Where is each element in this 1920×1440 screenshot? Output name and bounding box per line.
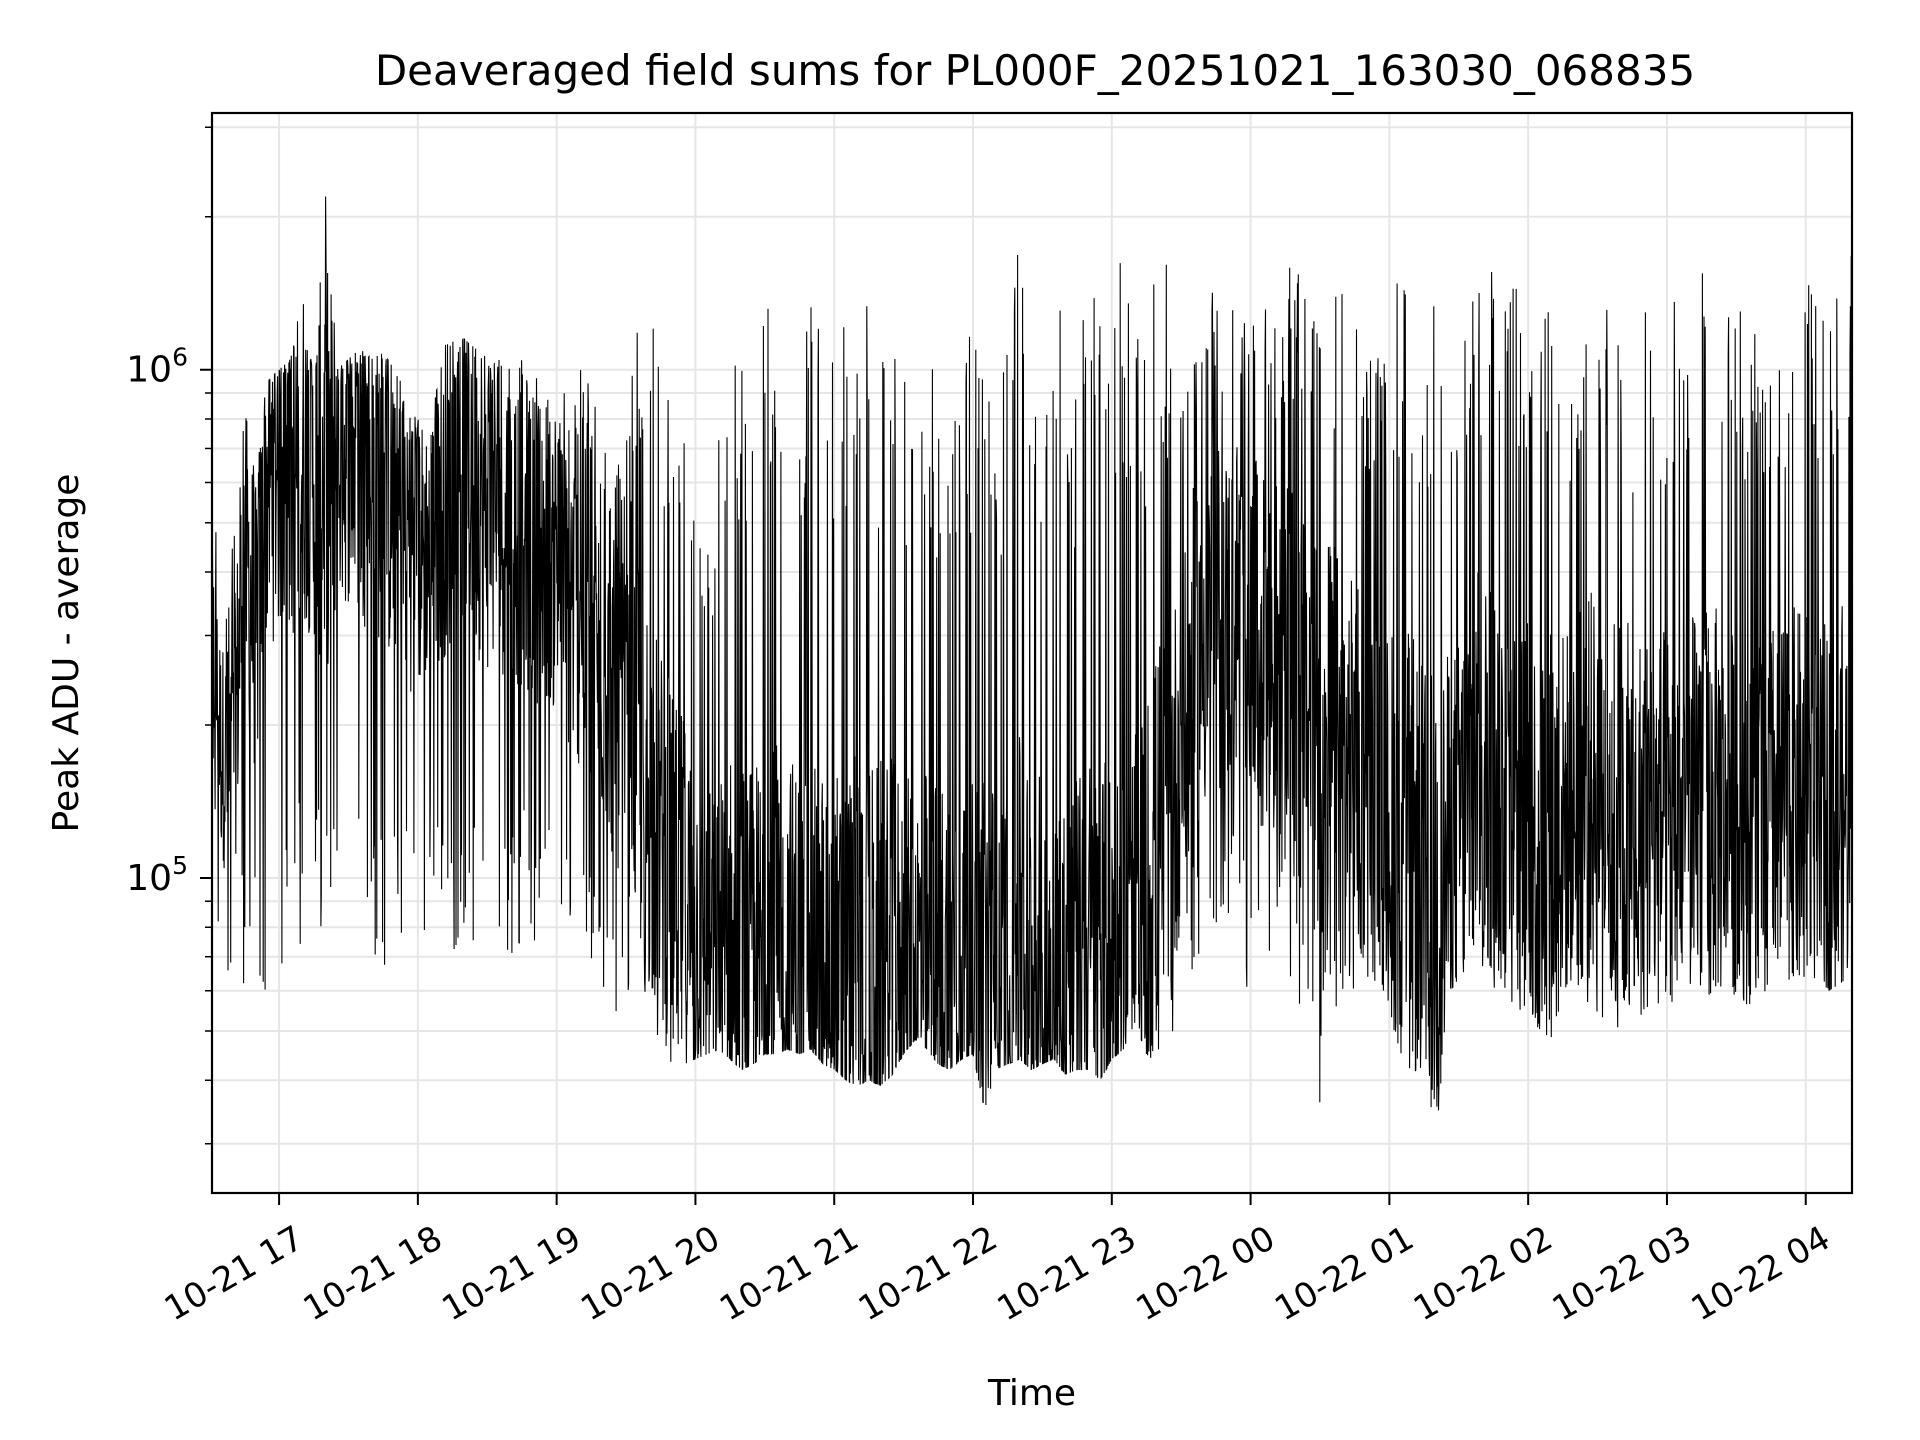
y-tick-exponent: 5 [172,851,188,880]
y-tick-base: 10 [126,350,172,391]
y-tick-label: 105 [126,851,188,899]
y-tick-label: 106 [126,343,188,391]
x-axis-label: Time [987,1373,1076,1414]
y-tick-exponent: 6 [172,343,188,372]
y-tick-base: 10 [126,858,172,899]
y-axis-label: Peak ADU - average [46,474,87,833]
chart-title: Deaveraged field sums for PL000F_2025102… [375,46,1695,95]
series-line [211,196,1853,1111]
plot-frame [210,111,1854,1195]
data-series [211,196,1853,1111]
